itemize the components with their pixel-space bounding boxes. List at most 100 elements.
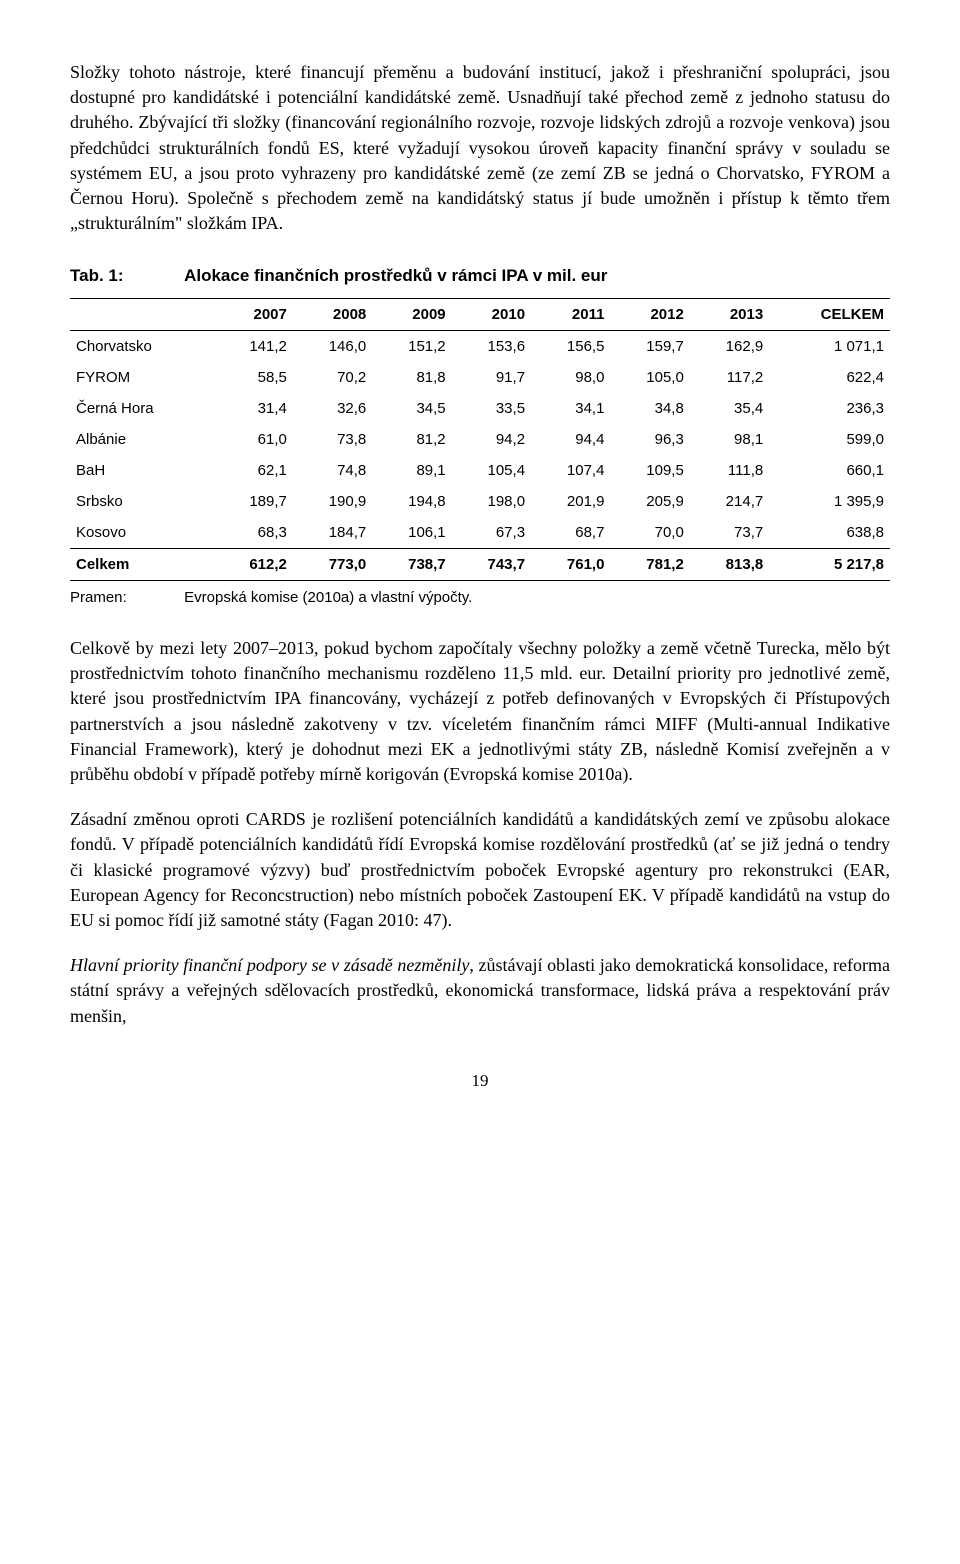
table-cell: 74,8 <box>293 455 372 486</box>
table-cell: 5 217,8 <box>769 549 890 581</box>
table-cell: FYROM <box>70 362 213 393</box>
table-cell: 31,4 <box>213 393 292 424</box>
source-label: Pramen: <box>70 587 180 608</box>
table-cell: 194,8 <box>372 486 451 517</box>
table-cell: 111,8 <box>690 455 769 486</box>
table-cell: 190,9 <box>293 486 372 517</box>
table-cell: Kosovo <box>70 517 213 549</box>
table-cell: 68,3 <box>213 517 292 549</box>
table-cell: 98,1 <box>690 424 769 455</box>
table-cell: 773,0 <box>293 549 372 581</box>
table-header-cell: 2013 <box>690 299 769 331</box>
table-row: BaH62,174,889,1105,4107,4109,5111,8660,1 <box>70 455 890 486</box>
table-cell: 91,7 <box>452 362 531 393</box>
table-label: Tab. 1: <box>70 264 180 288</box>
table-cell: 638,8 <box>769 517 890 549</box>
table-cell: 33,5 <box>452 393 531 424</box>
table-cell: 151,2 <box>372 331 451 363</box>
table-cell: Albánie <box>70 424 213 455</box>
table-cell: 105,0 <box>610 362 689 393</box>
table-caption: Alokace finančních prostředků v rámci IP… <box>184 266 607 285</box>
table-header-cell: 2011 <box>531 299 610 331</box>
table-cell: 184,7 <box>293 517 372 549</box>
table-cell: 61,0 <box>213 424 292 455</box>
paragraph-4: Hlavní priority finanční podpory se v zá… <box>70 953 890 1029</box>
paragraph-3: Zásadní změnou oproti CARDS je rozlišení… <box>70 807 890 933</box>
table-cell: 68,7 <box>531 517 610 549</box>
table-cell: 96,3 <box>610 424 689 455</box>
table-cell: 141,2 <box>213 331 292 363</box>
table-cell: 106,1 <box>372 517 451 549</box>
table-row: Srbsko189,7190,9194,8198,0201,9205,9214,… <box>70 486 890 517</box>
table-cell: 622,4 <box>769 362 890 393</box>
table-cell: 236,3 <box>769 393 890 424</box>
table-cell: 612,2 <box>213 549 292 581</box>
table-row: Kosovo68,3184,7106,167,368,770,073,7638,… <box>70 517 890 549</box>
table-cell: 107,4 <box>531 455 610 486</box>
table-header-cell: CELKEM <box>769 299 890 331</box>
paragraph-1: Složky tohoto nástroje, které financují … <box>70 60 890 236</box>
table-cell: 70,0 <box>610 517 689 549</box>
table-cell: 743,7 <box>452 549 531 581</box>
table-cell: 32,6 <box>293 393 372 424</box>
table-cell: 73,8 <box>293 424 372 455</box>
table-cell: 34,5 <box>372 393 451 424</box>
table-row: Chorvatsko141,2146,0151,2153,6156,5159,7… <box>70 331 890 363</box>
table-cell: 201,9 <box>531 486 610 517</box>
table-row: Celkem612,2773,0738,7743,7761,0781,2813,… <box>70 549 890 581</box>
table-header-cell: 2010 <box>452 299 531 331</box>
table-cell: 156,5 <box>531 331 610 363</box>
table-cell: Černá Hora <box>70 393 213 424</box>
paragraph-2: Celkově by mezi lety 2007–2013, pokud by… <box>70 636 890 787</box>
source-text: Evropská komise (2010a) a vlastní výpočt… <box>184 589 472 606</box>
table-cell: Celkem <box>70 549 213 581</box>
table-cell: 98,0 <box>531 362 610 393</box>
para4-italic: Hlavní priority finanční podpory se v zá… <box>70 955 469 975</box>
table-cell: 159,7 <box>610 331 689 363</box>
table-cell: 162,9 <box>690 331 769 363</box>
table-cell: 153,6 <box>452 331 531 363</box>
table-cell: Srbsko <box>70 486 213 517</box>
table-cell: 94,2 <box>452 424 531 455</box>
table-cell: 34,1 <box>531 393 610 424</box>
table-cell: 81,2 <box>372 424 451 455</box>
table-header-cell: 2008 <box>293 299 372 331</box>
table-row: FYROM58,570,281,891,798,0105,0117,2622,4 <box>70 362 890 393</box>
table-cell: 1 071,1 <box>769 331 890 363</box>
table-cell: 189,7 <box>213 486 292 517</box>
table-row: Černá Hora31,432,634,533,534,134,835,423… <box>70 393 890 424</box>
table-header-cell: 2009 <box>372 299 451 331</box>
table-cell: 117,2 <box>690 362 769 393</box>
table-cell: 67,3 <box>452 517 531 549</box>
table-cell: 738,7 <box>372 549 451 581</box>
table-cell: 813,8 <box>690 549 769 581</box>
table-cell: BaH <box>70 455 213 486</box>
table-header-cell: 2007 <box>213 299 292 331</box>
table-cell: 660,1 <box>769 455 890 486</box>
table-cell: 81,8 <box>372 362 451 393</box>
table-cell: 73,7 <box>690 517 769 549</box>
allocation-table: 2007200820092010201120122013CELKEM Chorv… <box>70 298 890 581</box>
table-cell: 146,0 <box>293 331 372 363</box>
table-cell: 58,5 <box>213 362 292 393</box>
table-row: Albánie61,073,881,294,294,496,398,1599,0 <box>70 424 890 455</box>
table-cell: 62,1 <box>213 455 292 486</box>
table-cell: 34,8 <box>610 393 689 424</box>
table-cell: 198,0 <box>452 486 531 517</box>
table-cell: 89,1 <box>372 455 451 486</box>
table-cell: 781,2 <box>610 549 689 581</box>
table-cell: 761,0 <box>531 549 610 581</box>
table-cell: 205,9 <box>610 486 689 517</box>
table-cell: 70,2 <box>293 362 372 393</box>
table-header-cell <box>70 299 213 331</box>
table-cell: 599,0 <box>769 424 890 455</box>
table-header-cell: 2012 <box>610 299 689 331</box>
table-title: Tab. 1: Alokace finančních prostředků v … <box>70 264 890 288</box>
table-cell: 35,4 <box>690 393 769 424</box>
table-cell: 1 395,9 <box>769 486 890 517</box>
table-cell: 105,4 <box>452 455 531 486</box>
table-cell: 94,4 <box>531 424 610 455</box>
page-number: 19 <box>70 1069 890 1093</box>
table-cell: Chorvatsko <box>70 331 213 363</box>
table-source: Pramen: Evropská komise (2010a) a vlastn… <box>70 587 890 608</box>
